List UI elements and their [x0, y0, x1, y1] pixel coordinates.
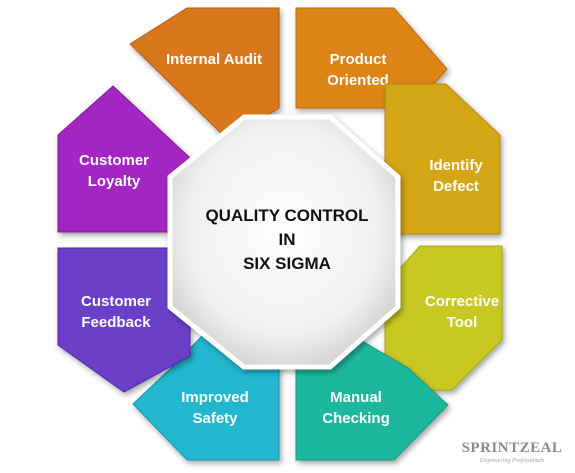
segment-corrective-tool-label-line1: Corrective [425, 293, 499, 310]
segments: Internal Audit Product Oriented Identify… [57, 7, 503, 461]
segment-product-oriented-label-line1: Product [330, 51, 387, 68]
center-title-line3: SIX SIGMA [243, 254, 331, 273]
center-octagon [167, 114, 401, 370]
watermark-name: SPRINTZEAL [462, 440, 563, 456]
watermark-tagline: Empowering Professionals [479, 457, 545, 464]
segment-improved-safety-label-line2: Safety [192, 410, 238, 427]
sprintzeal-watermark: SPRINTZEAL Empowering Professionals [462, 440, 563, 464]
segment-customer-feedback: Customer Feedback [57, 247, 191, 393]
segment-internal-audit-shape [129, 7, 280, 141]
center-hub: QUALITY CONTROL IN SIX SIGMA [167, 114, 401, 370]
segment-product-oriented-label-line2: Oriented [327, 72, 389, 89]
segment-identify-defect-label-line1: Identify [429, 157, 483, 174]
segment-corrective-tool-label-line2: Tool [447, 314, 478, 331]
segment-internal-audit: Internal Audit [129, 7, 280, 141]
segment-customer-feedback-label-line2: Feedback [81, 314, 151, 331]
center-title-line1: QUALITY CONTROL [205, 206, 368, 225]
segment-customer-loyalty-label-line2: Loyalty [88, 173, 141, 190]
segment-manual-checking-label-line2: Checking [322, 410, 390, 427]
segment-customer-loyalty-label-line1: Customer [79, 152, 149, 169]
segment-corrective-tool: Corrective Tool [384, 245, 503, 391]
segment-manual-checking-label-line1: Manual [330, 389, 382, 406]
segment-internal-audit-label: Internal Audit [166, 51, 262, 68]
segment-identify-defect: Identify Defect [384, 83, 501, 235]
segment-improved-safety-label-line1: Improved [181, 389, 249, 406]
center-title-line2: IN [279, 230, 296, 249]
segment-customer-feedback-label-line1: Customer [81, 293, 151, 310]
segment-identify-defect-label-line2: Defect [433, 178, 479, 195]
